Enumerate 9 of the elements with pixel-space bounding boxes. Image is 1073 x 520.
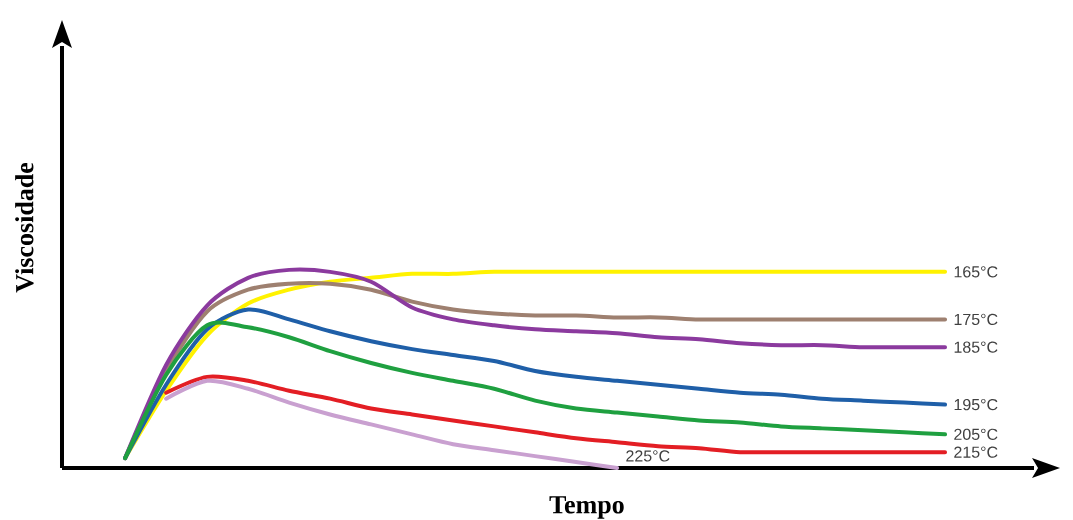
series-label: 195°C	[954, 398, 998, 411]
series-label: 175°C	[954, 313, 998, 326]
y-axis-title: Viscosidade	[15, 162, 34, 293]
series-label: 165°C	[954, 266, 998, 278]
series-label: 225°C	[626, 450, 670, 462]
x-axis-title: Tempo	[549, 496, 624, 519]
series-label: 205°C	[954, 428, 998, 440]
series-label: 215°C	[954, 446, 998, 458]
series-label: 185°C	[954, 341, 998, 353]
